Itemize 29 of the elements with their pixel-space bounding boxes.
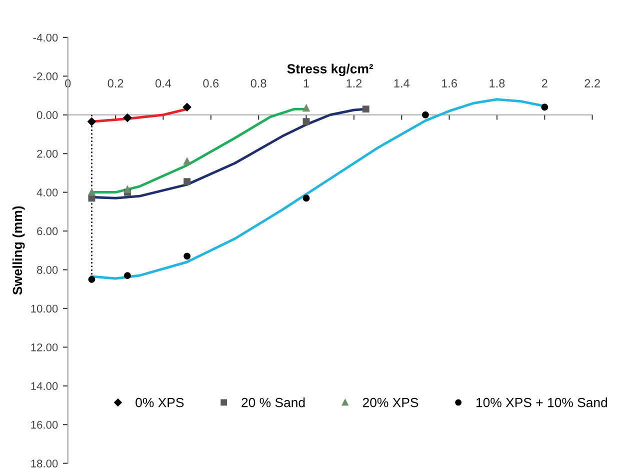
y-tick-label: 12.00 [31, 343, 58, 352]
y-tick-label: 6.00 [37, 227, 58, 236]
y-tick-label: 4.00 [36, 188, 58, 196]
y-tick-label: 18.00 [31, 460, 58, 468]
y-tick-label: -4.00 [33, 34, 58, 42]
y-tick-label: 8.00 [37, 266, 58, 274]
y-tick-label: 0.00 [36, 111, 58, 120]
legend-label: 0% XPS [136, 398, 184, 408]
y-tick-label: 2.00 [37, 150, 58, 158]
x-axis-title: Stress kg/cm² [287, 64, 374, 76]
x-tick-label: 1.8 [490, 79, 505, 88]
x-tick-label: 1.6 [442, 79, 457, 88]
y-tick-label: 14.00 [31, 382, 58, 390]
y-tick-label: 16.00 [31, 420, 58, 429]
legend-label: 20% XPS [362, 398, 418, 408]
x-tick-label: 2 [542, 79, 548, 88]
x-tick-label: 0.4 [155, 79, 172, 88]
legend-label: 20 % Sand [242, 398, 305, 408]
x-tick-label: 1.2 [346, 79, 362, 88]
y-axis-title: Swelling (mm) [12, 206, 25, 295]
x-tick-label: 1.4 [394, 79, 410, 88]
y-tick-label: -2.00 [33, 72, 58, 80]
legend-label: 10% XPS + 10% Sand [476, 398, 608, 408]
y-tick-label: 10.00 [31, 304, 58, 313]
x-tick-label: 1 [304, 79, 309, 88]
x-tick-label: 0.2 [108, 79, 124, 88]
x-tick-label: 2.2 [584, 79, 600, 88]
x-tick-label: 0.6 [203, 79, 219, 88]
x-tick-label: 0.8 [250, 79, 266, 88]
